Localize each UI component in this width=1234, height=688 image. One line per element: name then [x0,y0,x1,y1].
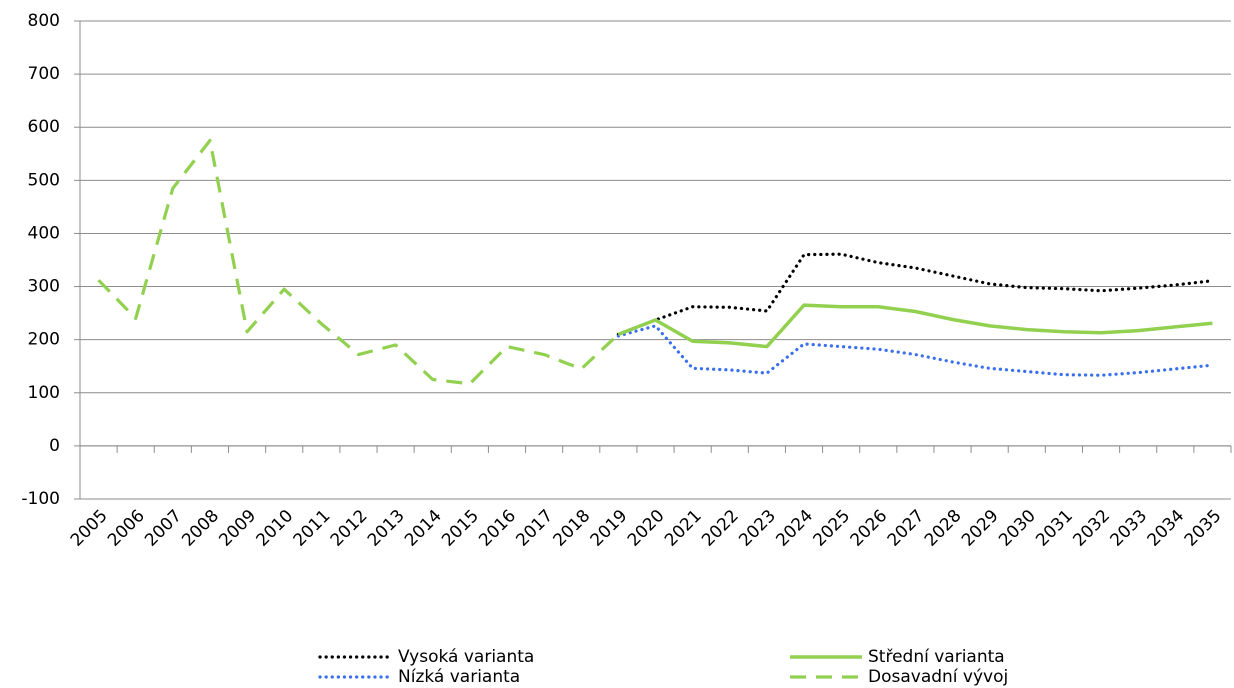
x-tick-label: 2009 [215,506,260,551]
x-tick-label: 2007 [141,506,186,551]
y-tick-label: 500 [28,170,60,190]
x-tick-label: 2020 [624,506,669,551]
x-tick-label: 2035 [1181,506,1226,551]
x-tick-label: 2017 [512,506,557,551]
y-tick-label: 800 [28,11,60,31]
x-tick-label: 2032 [1069,506,1114,551]
x-tick-label: 2027 [884,506,929,551]
x-tick-label: 2005 [67,506,112,551]
x-tick-label: 2015 [438,506,483,551]
x-tick-label: 2033 [1107,506,1152,551]
y-tick-label: 300 [28,277,60,297]
y-tick-label: 0 [49,436,60,456]
x-tick-label: 2030 [995,506,1040,551]
y-tick-label: 600 [28,117,60,137]
x-tick-label: 2014 [401,506,446,551]
x-tick-label: 2011 [290,506,335,551]
legend-label: Vysoká varianta [398,647,534,667]
y-tick-label: 700 [28,64,60,84]
x-tick-label: 2019 [587,506,632,551]
y-tick-label: 400 [28,223,60,243]
x-tick-label: 2018 [550,506,595,551]
x-tick-label: 2026 [847,506,892,551]
x-tick-label: 2010 [253,506,298,551]
x-tick-label: 2031 [1032,506,1077,551]
x-tick-label: 2025 [809,506,854,551]
x-tick-label: 2013 [364,506,409,551]
x-tick-label: 2029 [958,506,1003,551]
x-tick-label: 2021 [661,506,706,551]
x-tick-label: 2028 [921,506,966,551]
x-tick-label: 2006 [104,506,149,551]
x-tick-label: 2022 [698,506,743,551]
x-tick-label: 2034 [1144,506,1189,551]
x-tick-label: 2008 [178,506,223,551]
y-tick-label: -100 [21,489,60,509]
legend-label: Nízká varianta [398,667,520,687]
x-tick-label: 2023 [735,506,780,551]
x-tick-label: 2016 [475,506,520,551]
x-tick-label: 2024 [772,506,817,551]
y-tick-label: 100 [28,383,60,403]
legend-label: Střední varianta [868,647,1005,667]
x-tick-label: 2012 [327,506,372,551]
legend-label: Dosavadní vývoj [868,667,1008,687]
series-line [616,324,1215,377]
y-tick-label: 200 [28,330,60,350]
series-line [97,138,620,386]
series-line [616,252,1215,336]
series-line [617,303,1213,349]
